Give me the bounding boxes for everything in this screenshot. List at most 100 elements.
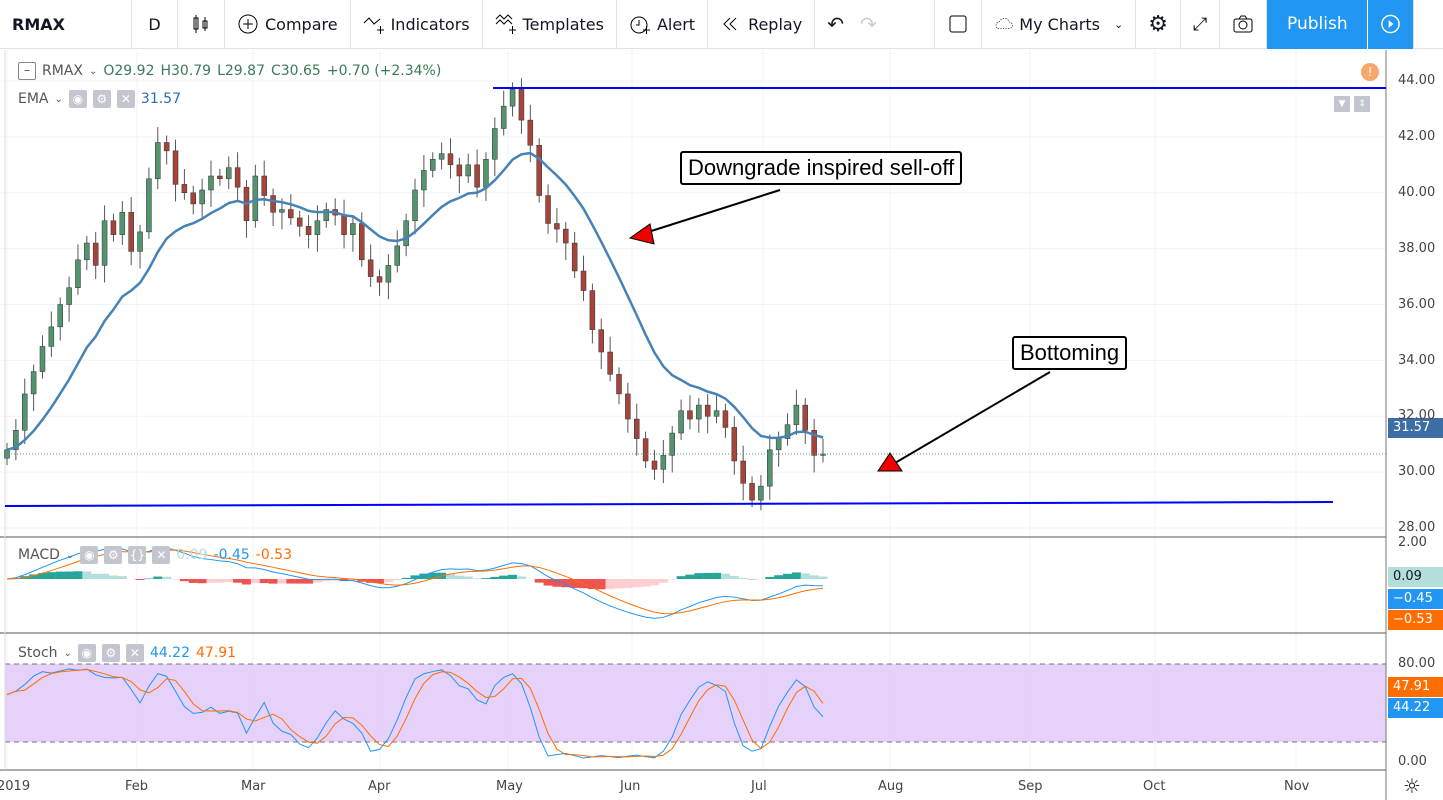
macd-histogram-bar bbox=[499, 575, 509, 579]
macd-histogram-bar bbox=[428, 572, 438, 579]
eye-icon[interactable]: ◉ bbox=[68, 90, 87, 108]
stoch-band bbox=[5, 664, 1386, 742]
interval-button[interactable]: D bbox=[132, 0, 178, 49]
chart-type-button[interactable] bbox=[178, 0, 225, 49]
candle bbox=[137, 231, 143, 252]
axis-settings-icon[interactable]: ☼ bbox=[1403, 774, 1421, 798]
macd-histogram-bar bbox=[117, 576, 127, 579]
macd-histogram-bar bbox=[29, 574, 39, 579]
candle bbox=[359, 223, 365, 261]
candle bbox=[252, 175, 259, 221]
stoch-legend: Stoch ⌄ ◉ ⚙ ✕ 44.22 47.91 bbox=[18, 644, 237, 662]
candle bbox=[527, 119, 534, 146]
macd-signal-value: -0.53 bbox=[255, 547, 292, 563]
candle bbox=[589, 290, 596, 330]
macd-histogram-bar bbox=[410, 575, 420, 579]
candle bbox=[385, 265, 392, 283]
replay-button[interactable]: Replay bbox=[708, 0, 816, 49]
candle bbox=[84, 242, 90, 261]
macd-histogram-bar bbox=[685, 574, 695, 579]
scroll-down-icon[interactable]: ▼ bbox=[1334, 96, 1350, 112]
braces-icon[interactable]: {} bbox=[128, 546, 147, 564]
gear-icon[interactable]: ⚙ bbox=[101, 644, 120, 662]
candle bbox=[483, 158, 489, 188]
macd-histogram-bar bbox=[774, 575, 784, 579]
settings-button[interactable]: ⚙ bbox=[1136, 0, 1181, 49]
fullscreen-button[interactable]: ⤢ bbox=[1181, 0, 1221, 49]
close-icon[interactable]: ✕ bbox=[116, 90, 135, 108]
play-button[interactable] bbox=[1367, 0, 1415, 49]
macd-histogram-bar bbox=[658, 579, 668, 583]
candle bbox=[21, 393, 28, 431]
macd-histogram-bar bbox=[800, 573, 810, 579]
annotation-downgrade[interactable]: Downgrade inspired sell-off bbox=[680, 151, 963, 185]
macd-label[interactable]: MACD bbox=[18, 547, 60, 563]
snapshot-button[interactable] bbox=[1220, 0, 1268, 49]
candle bbox=[314, 220, 321, 235]
warning-icon[interactable]: ! bbox=[1361, 63, 1379, 81]
alert-button[interactable]: Alert bbox=[617, 0, 709, 49]
play-circle-icon bbox=[1381, 14, 1401, 34]
price-tick: 28.00 bbox=[1398, 520, 1436, 536]
macd-histogram-bar bbox=[570, 579, 580, 588]
eye-icon[interactable]: ◉ bbox=[77, 644, 96, 662]
collapse-icon[interactable]: – bbox=[18, 62, 36, 80]
candle bbox=[429, 158, 436, 171]
candle bbox=[713, 410, 720, 417]
candle bbox=[92, 242, 99, 266]
candle bbox=[279, 209, 285, 213]
macd-histogram-bar bbox=[82, 571, 92, 579]
time-tick: Aug bbox=[878, 779, 904, 794]
stoch-label[interactable]: Stoch bbox=[18, 645, 58, 661]
macd-histogram-bar bbox=[676, 576, 686, 579]
scroll-updown-icon[interactable]: ⇕ bbox=[1354, 96, 1370, 112]
chart-canvas[interactable] bbox=[0, 50, 1443, 800]
candle bbox=[270, 195, 276, 213]
top-toolbar: RMAX D Compare Indicators Templates Aler… bbox=[0, 0, 1443, 49]
candle bbox=[190, 192, 197, 205]
macd-histogram-bar bbox=[91, 573, 101, 579]
eye-icon[interactable]: ◉ bbox=[80, 546, 99, 564]
my-charts-button[interactable]: My Charts ⌄ bbox=[982, 0, 1137, 49]
publish-button[interactable]: Publish bbox=[1267, 0, 1368, 49]
legend-symbol[interactable]: RMAX bbox=[42, 63, 83, 79]
macd-histogram-bar bbox=[623, 579, 633, 589]
candle bbox=[288, 209, 294, 219]
candle bbox=[580, 270, 587, 291]
price-tick: 38.00 bbox=[1398, 240, 1436, 256]
templates-button[interactable]: Templates bbox=[483, 0, 617, 49]
legend-high: H30.79 bbox=[160, 63, 212, 79]
candle bbox=[767, 449, 773, 487]
candle bbox=[75, 259, 81, 289]
candle bbox=[820, 453, 826, 456]
macd-histogram-bar bbox=[259, 579, 269, 584]
layout-button[interactable] bbox=[935, 0, 983, 49]
macd-histogram-bar bbox=[162, 576, 172, 579]
macd-histogram-bar bbox=[445, 573, 455, 579]
gear-icon[interactable]: ⚙ bbox=[92, 90, 111, 108]
redo-icon[interactable]: ↷ bbox=[859, 12, 877, 36]
symbol-search[interactable]: RMAX bbox=[0, 0, 132, 49]
macd-histogram-bar bbox=[250, 579, 260, 584]
macd-histogram-bar bbox=[401, 577, 411, 579]
indicators-button[interactable]: Indicators bbox=[351, 0, 483, 49]
ema-label[interactable]: EMA bbox=[18, 91, 49, 107]
close-icon[interactable]: ✕ bbox=[125, 644, 144, 662]
annotation-bottoming[interactable]: Bottoming bbox=[1012, 336, 1128, 370]
candle bbox=[367, 259, 374, 277]
candle bbox=[128, 212, 134, 252]
macd-histogram-bar bbox=[738, 577, 748, 579]
macd-line-tag: −0.45 bbox=[1388, 589, 1443, 609]
plus-circle-icon bbox=[238, 14, 258, 34]
undo-icon[interactable]: ↶ bbox=[827, 12, 844, 36]
compare-button[interactable]: Compare bbox=[225, 0, 351, 49]
macd-hist-tag: 0.09 bbox=[1388, 567, 1443, 587]
macd-histogram-bar bbox=[490, 576, 500, 579]
candle bbox=[438, 153, 445, 160]
candle bbox=[784, 424, 791, 439]
close-icon[interactable]: ✕ bbox=[152, 546, 171, 564]
candle bbox=[447, 153, 454, 166]
macd-histogram-bar bbox=[277, 579, 287, 584]
gear-icon[interactable]: ⚙ bbox=[104, 546, 123, 564]
stoch-tick: 0.00 bbox=[1398, 754, 1427, 769]
